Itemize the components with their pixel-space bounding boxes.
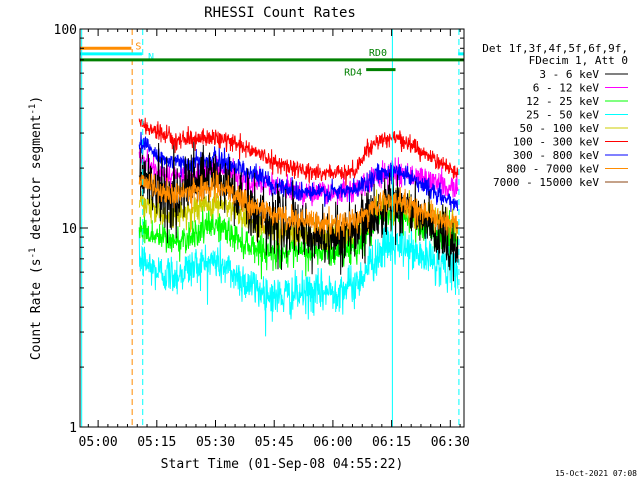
footer-timestamp: 15-Oct-2021 07:08 bbox=[555, 469, 637, 478]
series-line-7 bbox=[138, 170, 459, 240]
y-axis-label-sup2: -1 bbox=[28, 104, 38, 115]
x-tick-label-5: 06:15 bbox=[372, 435, 411, 450]
legend-label-6: 300 - 800 keV bbox=[513, 149, 599, 162]
annotation-label-n: N bbox=[148, 52, 154, 63]
y-tick-label-1: 10 bbox=[61, 222, 77, 237]
series-line-5 bbox=[138, 117, 459, 186]
y-axis-label-sup1: -1 bbox=[28, 248, 38, 259]
x-tick-label-4: 06:00 bbox=[313, 435, 352, 450]
legend-header-line-1: Det 1f,3f,4f,5f,6f,9f, bbox=[482, 42, 628, 55]
y-axis-label-tail: detector segment bbox=[29, 115, 44, 248]
legend-header-line-2: FDecim 1, Att 0 bbox=[529, 54, 628, 67]
annotation-label-rd0: RD0 bbox=[369, 48, 387, 59]
legend-label-5: 100 - 300 keV bbox=[513, 136, 599, 149]
data-layer bbox=[138, 117, 459, 337]
axes-layer: 05:00 05:15 05:30 05:45 06:00 06:15 06:30 100 10… bbox=[54, 23, 470, 450]
x-tick-label-0: 05:00 bbox=[79, 435, 118, 450]
x-tick-label-6: 06:30 bbox=[431, 435, 470, 450]
legend-label-2: 12 - 25 keV bbox=[526, 95, 599, 108]
legend-label-1: 6 - 12 keV bbox=[533, 82, 600, 95]
legend: Det 1f,3f,4f,5f,6f,9f, FDecim 1, Att 0 3… bbox=[482, 42, 628, 189]
y-tick-label-0: 100 bbox=[54, 23, 77, 38]
chart-title: RHESSI Count Rates bbox=[204, 5, 356, 21]
series-line-6 bbox=[138, 131, 459, 213]
annotation-label-s: S bbox=[135, 41, 141, 52]
x-axis-label: Start Time (01-Sep-08 04:55:22) bbox=[161, 457, 404, 472]
y-tick-label-2: 1 bbox=[69, 421, 77, 436]
x-tick-label-2: 05:30 bbox=[196, 435, 235, 450]
x-tick-label-1: 05:15 bbox=[137, 435, 176, 450]
legend-label-3: 25 - 50 keV bbox=[526, 109, 599, 122]
y-axis-label-close: ) bbox=[29, 96, 44, 104]
legend-label-4: 50 - 100 keV bbox=[520, 122, 600, 135]
legend-label-7: 800 - 7000 keV bbox=[506, 163, 599, 176]
annotation-label-rd4: RD4 bbox=[344, 68, 362, 79]
y-axis-label: Count Rate (s-1 detector segment-1) bbox=[28, 96, 44, 360]
x-tick-label-3: 05:45 bbox=[255, 435, 294, 450]
legend-label-8: 7000 - 15000 keV bbox=[493, 176, 599, 189]
legend-label-0: 3 - 6 keV bbox=[539, 68, 599, 81]
y-axis-label-main: Count Rate (s bbox=[29, 258, 44, 360]
series-line-3 bbox=[138, 223, 459, 337]
overlay-layer: SN RD0 RD4 bbox=[80, 29, 464, 427]
